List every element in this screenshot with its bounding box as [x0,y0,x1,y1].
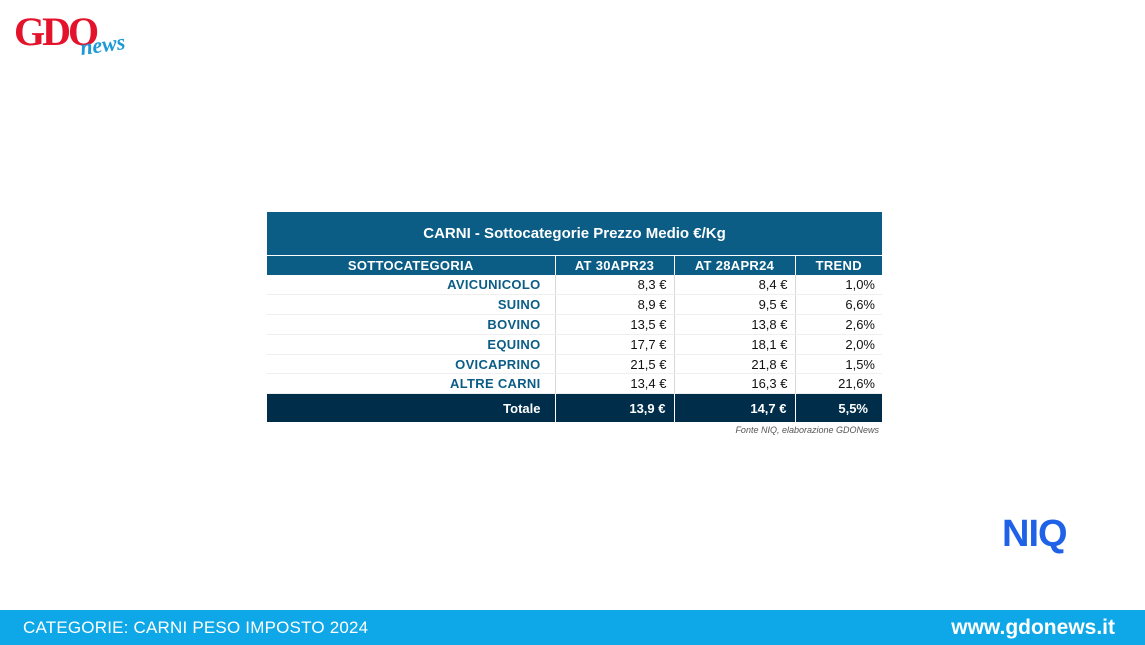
header-at-28apr24: AT 28APR24 [674,256,796,275]
row-trend: 2,0% [795,334,882,355]
table-row: OVICAPRINO 21,5 € 21,8 € 1,5% [267,354,882,375]
gdonews-logo: GDO news [14,10,154,62]
price-table-container: CARNI - Sottocategorie Prezzo Medio €/Kg… [267,212,882,422]
row-category: EQUINO [267,334,556,355]
row-value-2023: 8,9 € [555,294,675,316]
row-value-2023: 13,4 € [555,373,675,395]
row-category: SUINO [267,294,556,316]
table-row: SUINO 8,9 € 9,5 € 6,6% [267,294,882,316]
row-trend: 2,6% [795,314,882,335]
footer-category: CATEGORIE: CARNI PESO IMPOSTO 2024 [23,617,369,637]
row-category: BOVINO [267,314,556,335]
source-note: Fonte NIQ, elaborazione GDONews [735,425,879,435]
row-value-2024: 13,8 € [674,314,796,335]
row-value-2024: 21,8 € [674,354,796,375]
total-value-2023: 13,9 € [555,393,675,422]
row-value-2024: 8,4 € [674,275,796,296]
table-title: CARNI - Sottocategorie Prezzo Medio €/Kg [267,212,882,255]
row-value-2024: 18,1 € [674,334,796,355]
header-at-30apr23: AT 30APR23 [555,256,675,275]
table-row: AVICUNICOLO 8,3 € 8,4 € 1,0% [267,275,882,296]
row-value-2024: 9,5 € [674,294,796,316]
row-trend: 1,5% [795,354,882,375]
logo-brand: GDO [14,9,99,54]
total-label: Totale [267,393,556,422]
footer-website-link[interactable]: www.gdonews.it [951,615,1115,639]
row-value-2023: 21,5 € [555,354,675,375]
total-trend: 5,5% [795,393,882,422]
logo-suffix: news [78,28,127,61]
row-value-2024: 16,3 € [674,373,796,395]
row-category: OVICAPRINO [267,354,556,375]
table-total-row: Totale 13,9 € 14,7 € 5,5% [267,393,882,422]
row-trend: 21,6% [795,373,882,395]
niq-logo: NIQ [1002,513,1068,555]
total-value-2024: 14,7 € [674,393,796,422]
header-trend: TREND [795,256,882,275]
price-table: SOTTOCATEGORIA AT 30APR23 AT 28APR24 TRE… [267,256,882,422]
header-sottocategoria: SOTTOCATEGORIA [267,256,556,275]
row-category: AVICUNICOLO [267,275,556,296]
row-value-2023: 13,5 € [555,314,675,335]
row-value-2023: 17,7 € [555,334,675,355]
row-trend: 6,6% [795,294,882,316]
row-value-2023: 8,3 € [555,275,675,296]
table-header-row: SOTTOCATEGORIA AT 30APR23 AT 28APR24 TRE… [267,256,882,275]
table-row: BOVINO 13,5 € 13,8 € 2,6% [267,314,882,335]
row-trend: 1,0% [795,275,882,296]
table-row: EQUINO 17,7 € 18,1 € 2,0% [267,334,882,355]
row-category: ALTRE CARNI [267,373,556,395]
table-row: ALTRE CARNI 13,4 € 16,3 € 21,6% [267,373,882,395]
footer-bar: CATEGORIE: CARNI PESO IMPOSTO 2024 www.g… [0,610,1145,645]
